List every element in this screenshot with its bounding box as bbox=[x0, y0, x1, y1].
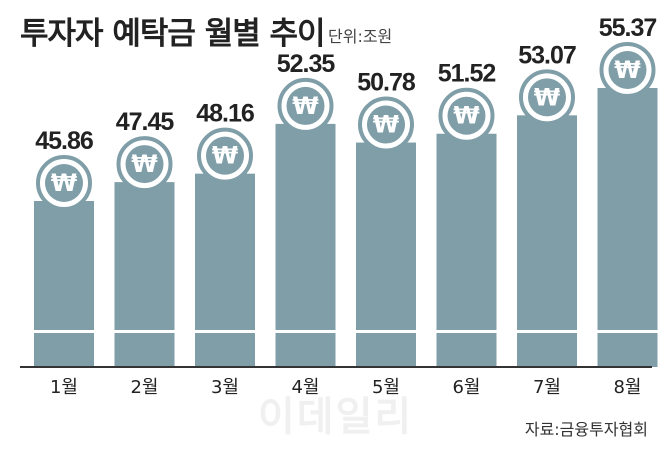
won-icon: ₩ bbox=[292, 92, 319, 120]
bar bbox=[34, 201, 94, 367]
watermark: 이데일리 bbox=[258, 394, 414, 440]
bar bbox=[114, 182, 175, 367]
coin-icon bbox=[206, 136, 244, 175]
bar bbox=[195, 173, 255, 367]
coin-icon bbox=[528, 78, 566, 117]
bar bbox=[356, 142, 416, 367]
category-label: 4월 bbox=[291, 377, 319, 398]
value-label: 45.86 bbox=[35, 127, 93, 155]
unit-label: 단위:조원 bbox=[328, 27, 393, 46]
won-icon: ₩ bbox=[614, 56, 641, 84]
coin-icon bbox=[125, 145, 164, 184]
won-icon: ₩ bbox=[51, 169, 78, 197]
coin-icon bbox=[608, 51, 647, 89]
value-label: 55.37 bbox=[599, 14, 657, 42]
value-label: 52.35 bbox=[277, 50, 336, 78]
value-label: 50.78 bbox=[357, 69, 416, 97]
value-label: 51.52 bbox=[438, 60, 496, 88]
source-label: 자료:금융투자협회 bbox=[524, 420, 648, 439]
bar-band bbox=[114, 330, 175, 333]
value-label: 47.45 bbox=[116, 108, 175, 136]
coin-icon bbox=[367, 105, 405, 144]
bar bbox=[275, 123, 336, 367]
bar bbox=[517, 115, 577, 367]
coin-icon bbox=[286, 86, 325, 125]
chart-title: 투자자 예탁금 월별 추이 bbox=[20, 16, 326, 52]
value-label: 48.16 bbox=[196, 100, 254, 128]
bar-band bbox=[517, 330, 577, 333]
category-label: 7월 bbox=[533, 377, 561, 398]
category-label: 6월 bbox=[452, 377, 480, 398]
won-icon: ₩ bbox=[373, 111, 400, 139]
bar-band bbox=[597, 330, 658, 333]
coin-icon bbox=[45, 164, 83, 202]
bar bbox=[436, 133, 497, 367]
won-icon: ₩ bbox=[131, 150, 158, 178]
bar-band bbox=[436, 330, 497, 333]
won-icon: ₩ bbox=[534, 83, 561, 111]
bar-band bbox=[275, 330, 336, 333]
coin-icon bbox=[447, 96, 486, 135]
bar-band bbox=[356, 330, 416, 333]
bar-band bbox=[34, 330, 94, 333]
bar-band bbox=[195, 330, 255, 333]
category-label: 1월 bbox=[50, 377, 78, 398]
category-label: 2월 bbox=[130, 377, 158, 398]
category-label: 3월 bbox=[211, 377, 239, 398]
bar bbox=[597, 88, 658, 367]
won-icon: ₩ bbox=[453, 102, 480, 130]
won-icon: ₩ bbox=[212, 142, 239, 170]
value-label: 53.07 bbox=[518, 41, 576, 69]
category-label: 5월 bbox=[372, 377, 400, 398]
category-label: 8월 bbox=[613, 377, 641, 398]
